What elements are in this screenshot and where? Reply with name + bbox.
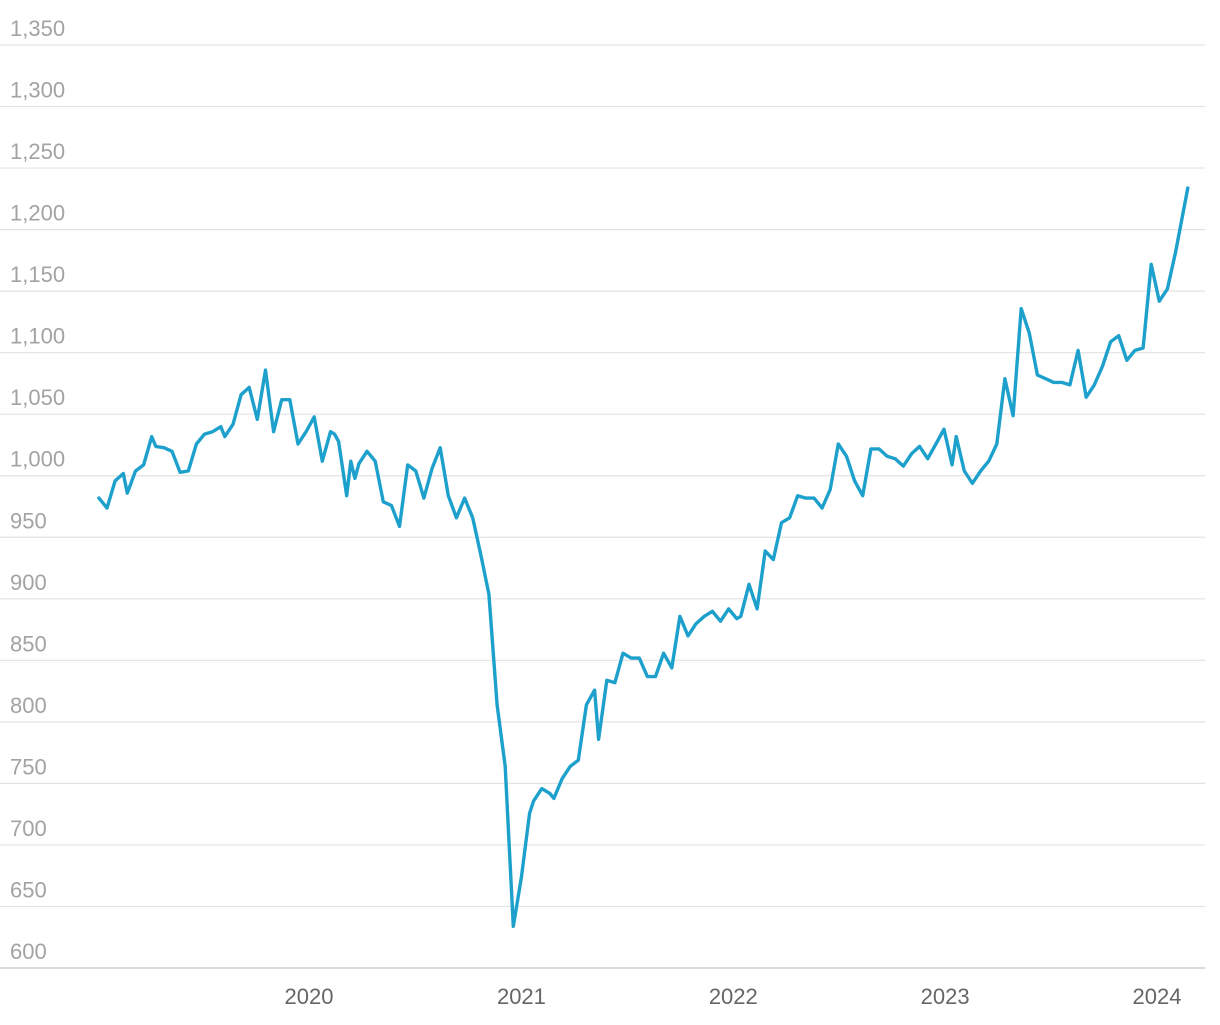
y-tick-label: 1,350 xyxy=(10,16,65,41)
y-tick-label: 1,000 xyxy=(10,447,65,472)
y-tick-label: 900 xyxy=(10,570,47,595)
y-tick-label: 700 xyxy=(10,816,47,841)
y-tick-label: 1,200 xyxy=(10,201,65,226)
y-tick-label: 1,250 xyxy=(10,139,65,164)
y-tick-label: 1,150 xyxy=(10,262,65,287)
series-layer xyxy=(97,186,1190,929)
y-tick-label: 850 xyxy=(10,631,47,656)
y-axis-ticks: 600 650 700 750 800 850 900 950 1,000 1,050 1,100 1… xyxy=(10,16,65,964)
x-axis-ticks: 2020 2021 2022 2023 2024 xyxy=(285,984,1182,1009)
x-tick-label: 2023 xyxy=(921,984,970,1009)
y-tick-label: 1,050 xyxy=(10,385,65,410)
x-tick-label: 2020 xyxy=(285,984,334,1009)
series-line xyxy=(97,186,1190,929)
y-tick-label: 1,100 xyxy=(10,324,65,349)
y-tick-label: 750 xyxy=(10,754,47,779)
y-tick-label: 800 xyxy=(10,693,47,718)
gridlines xyxy=(0,44,1205,969)
x-tick-label: 2021 xyxy=(497,984,546,1009)
x-tick-label: 2024 xyxy=(1133,984,1182,1009)
y-tick-label: 600 xyxy=(10,939,47,964)
y-tick-label: 1,300 xyxy=(10,78,65,103)
y-tick-label: 650 xyxy=(10,877,47,902)
x-tick-label: 2022 xyxy=(709,984,758,1009)
y-tick-label: 950 xyxy=(10,508,47,533)
